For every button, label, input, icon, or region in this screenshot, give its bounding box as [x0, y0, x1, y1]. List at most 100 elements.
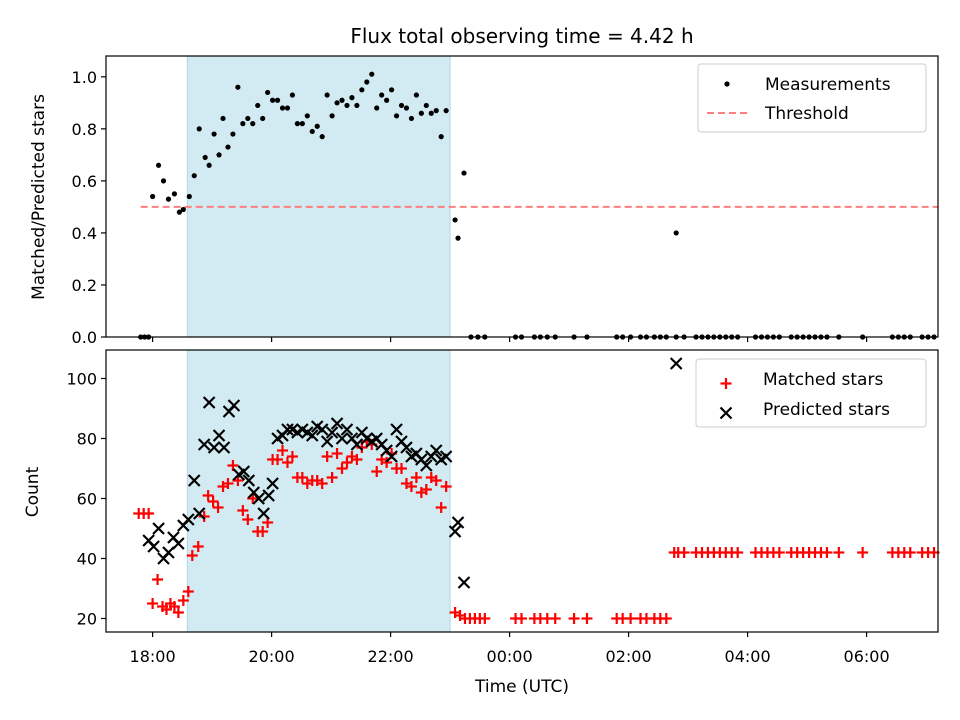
measurement-point — [344, 102, 350, 109]
legend-measurements-label: Measurements — [765, 75, 891, 95]
bottom-legend-box — [695, 358, 927, 428]
measurement-point — [206, 162, 212, 168]
x-tick-label: 18:00 — [130, 647, 176, 666]
measurement-point — [279, 105, 286, 111]
measurement-point — [180, 206, 186, 213]
matched-stars-point — [440, 481, 452, 492]
legend-predicted-label: Predicted stars — [763, 400, 890, 420]
matched-stars-point — [152, 574, 164, 585]
predicted-stars-point — [429, 444, 443, 457]
predicted-stars-point — [212, 429, 226, 442]
matched-stars-point — [396, 463, 408, 474]
measurement-point — [155, 162, 162, 168]
measurement-point — [418, 110, 424, 116]
matched-stars-point — [549, 613, 561, 624]
matched-stars-point — [237, 505, 249, 516]
matched-stars-point — [296, 472, 308, 483]
top-y-tick-label: 0.8 — [72, 120, 97, 139]
matched-stars-point — [286, 451, 298, 462]
measurement-point — [403, 105, 410, 111]
matched-stars-point — [326, 472, 338, 483]
matched-stars-point — [192, 541, 204, 552]
predicted-stars-point — [207, 441, 221, 454]
predicted-stars-point — [242, 474, 256, 487]
measurement-point — [294, 121, 300, 127]
matched-stars-point — [371, 466, 383, 477]
top-x-axis-ticks — [152, 337, 868, 342]
matched-stars-point — [625, 613, 637, 624]
predicted-stars-point — [448, 525, 462, 538]
matched-stars-point — [833, 547, 845, 558]
predicted-stars-point — [451, 516, 465, 529]
measurement-point — [428, 110, 434, 116]
top-panel: 0.0 0.2 0.4 0.6 0.8 1.0 Matched/Predicted sta… — [29, 55, 939, 347]
measurement-point — [220, 115, 226, 122]
predicted-stars-point — [439, 450, 453, 463]
measurement-point — [408, 115, 415, 122]
predicted-stars-point — [305, 429, 319, 442]
measurement-point — [225, 144, 231, 150]
measurement-point — [413, 92, 419, 98]
measurement-point — [334, 100, 340, 106]
matched-stars-point — [160, 604, 172, 615]
top-legend-box — [697, 63, 927, 133]
predicted-stars-point — [187, 474, 201, 487]
measurement-point — [245, 115, 251, 122]
measurement-point — [461, 170, 467, 176]
predicted-stars-point — [669, 357, 683, 370]
top-y-tick-label: 0.4 — [72, 224, 97, 243]
measurement-point — [374, 105, 380, 111]
measurement-point — [443, 108, 449, 114]
matched-stars-point — [277, 445, 289, 456]
measurement-point — [393, 113, 400, 119]
predicted-stars-point — [197, 438, 211, 451]
bottom-y-tick-label: 60 — [77, 490, 97, 509]
measurement-point — [265, 89, 271, 96]
top-shaded-interval — [186, 55, 451, 338]
matched-stars-point — [904, 547, 916, 558]
measurement-point — [284, 105, 291, 111]
measurement-point — [423, 102, 429, 109]
measurement-point — [309, 128, 315, 135]
matched-stars-point — [222, 478, 234, 489]
matched-stars-point — [172, 607, 184, 618]
measurement-point — [196, 126, 202, 132]
measurement-point — [354, 102, 360, 109]
bottom-points-layer — [133, 357, 940, 624]
measurement-point — [299, 121, 305, 127]
matched-stars-point — [281, 457, 293, 468]
x-axis-label: Time (UTC) — [474, 677, 569, 697]
matched-stars-point — [420, 484, 432, 495]
predicted-stars-point — [162, 546, 175, 559]
predicted-stars-point — [320, 435, 334, 448]
matched-stars-point — [207, 496, 219, 507]
measurement-point — [339, 97, 345, 103]
matched-stars-point — [242, 514, 254, 525]
measurement-point — [171, 191, 178, 197]
predicted-stars-point — [252, 492, 265, 505]
measurement-point — [388, 87, 395, 93]
measurement-point — [329, 113, 335, 119]
matched-stars-point — [147, 598, 159, 609]
measurement-point — [240, 121, 246, 127]
measurement-point — [433, 108, 439, 114]
bottom-y-tick-label: 40 — [77, 550, 97, 569]
matched-stars-point — [351, 454, 363, 465]
legend-matched-marker — [720, 378, 732, 389]
predicted-stars-point — [350, 438, 364, 451]
measurement-point — [269, 97, 276, 103]
predicted-stars-point — [325, 426, 339, 439]
bottom-shaded-interval — [186, 349, 451, 633]
predicted-stars-point — [257, 507, 270, 520]
x-tick-label: 22:00 — [368, 647, 414, 666]
measurement-point — [150, 193, 156, 200]
top-plot-frame — [105, 55, 939, 338]
matched-stars-point — [202, 490, 214, 501]
bottom-y-tick-label: 80 — [77, 430, 97, 449]
legend-threshold-label: Threshold — [764, 104, 849, 124]
top-y-tick-label: 0.2 — [72, 276, 97, 295]
x-tick-label: 20:00 — [249, 647, 295, 666]
top-y-axis-ticks: 0.0 0.2 0.4 0.6 0.8 1.0 — [72, 68, 106, 347]
measurement-point — [191, 173, 197, 179]
